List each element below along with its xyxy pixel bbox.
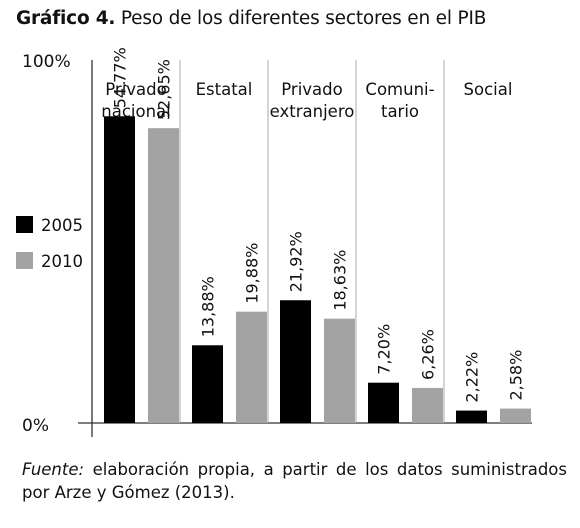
bar: [148, 128, 179, 423]
y-tick-label: 0%: [22, 416, 49, 436]
source-note: Fuente: elaboración propia, a partir de …: [22, 458, 567, 504]
category-label: nacional: [101, 102, 170, 121]
bar: [192, 345, 223, 423]
data-label: 21,92%: [287, 231, 306, 292]
source-label: Fuente:: [22, 460, 85, 479]
category-label: Social: [464, 80, 513, 99]
data-label: 13,88%: [199, 276, 218, 337]
figure-number: Gráfico 4.: [16, 8, 116, 29]
data-label: 7,20%: [375, 324, 394, 375]
category-label: Estatal: [196, 80, 253, 99]
data-label: 2,22%: [463, 352, 482, 403]
legend-swatch: [16, 252, 33, 269]
chart-title: Gráfico 4. Peso de los diferentes sector…: [16, 8, 486, 29]
data-label: 19,88%: [243, 243, 262, 304]
figure-title: Peso de los diferentes sectores en el PI…: [120, 8, 487, 29]
y-tick-label: 100%: [22, 52, 71, 72]
data-label: 2,58%: [507, 350, 526, 401]
category-label: Comuni-: [365, 80, 434, 99]
bar: [500, 408, 531, 423]
category-label: tario: [381, 102, 419, 121]
bar: [236, 311, 267, 423]
bar: [456, 410, 487, 423]
category-label: Privado: [105, 80, 166, 99]
bar: [368, 382, 399, 423]
source-text: elaboración propia, a partir de los dato…: [22, 460, 568, 502]
bar: [324, 318, 355, 423]
bar: [104, 116, 135, 424]
legend-label: 2010: [41, 252, 83, 271]
category-label: Privado: [281, 80, 342, 99]
legend-swatch: [16, 216, 33, 233]
data-label: 18,63%: [331, 250, 350, 311]
bar: [412, 387, 443, 423]
category-label: extranjero: [270, 102, 355, 121]
legend-label: 2005: [41, 216, 83, 235]
data-label: 52,65%: [155, 59, 174, 120]
data-label: 54,77%: [111, 47, 130, 108]
data-label: 6,26%: [419, 329, 438, 380]
bar: [280, 300, 311, 423]
